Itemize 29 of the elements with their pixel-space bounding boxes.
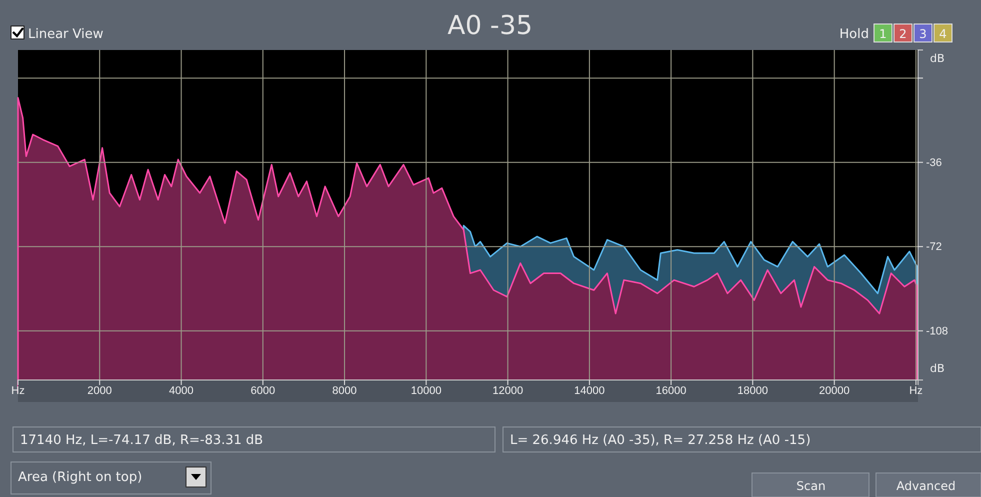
x-tick-label: Hz [909, 385, 923, 398]
text: Scan [796, 479, 826, 493]
text: Area (Right on top) [18, 470, 142, 485]
x-tick-label: Hz [11, 385, 25, 398]
text: 1 [879, 27, 887, 41]
x-tick-label: 8000 [332, 385, 357, 398]
x-tick-label: 20000 [819, 385, 850, 398]
text: Advanced [896, 479, 956, 493]
x-tick-label: 10000 [410, 385, 442, 398]
x-tick-label: 2000 [87, 385, 112, 398]
x-tick-label: 4000 [169, 385, 194, 398]
text: 4 [939, 27, 947, 41]
y-axis-title: dB [930, 52, 945, 65]
x-tick-label: 6000 [250, 385, 276, 398]
text: 17140 Hz, L=-74.17 dB, R=-83.31 dB [20, 433, 264, 448]
text: L= 26.946 Hz (A0 -35), R= 27.258 Hz (A0 -15) [510, 433, 811, 448]
x-tick-label: 18000 [737, 385, 768, 398]
x-tick-label: 14000 [574, 385, 605, 398]
text: Linear View [28, 27, 104, 42]
y-tick-label: -72 [926, 241, 942, 254]
x-tick-label: 16000 [656, 385, 686, 398]
x-tick-label: 12000 [492, 385, 524, 398]
y-tick-label: -36 [926, 156, 942, 169]
text: dB [930, 362, 945, 375]
chart-title: A0 -35 [447, 11, 533, 41]
text: 2 [899, 27, 907, 41]
text: 3 [919, 27, 927, 41]
y-tick-label: -108 [926, 325, 948, 338]
text: Hold [839, 27, 869, 42]
